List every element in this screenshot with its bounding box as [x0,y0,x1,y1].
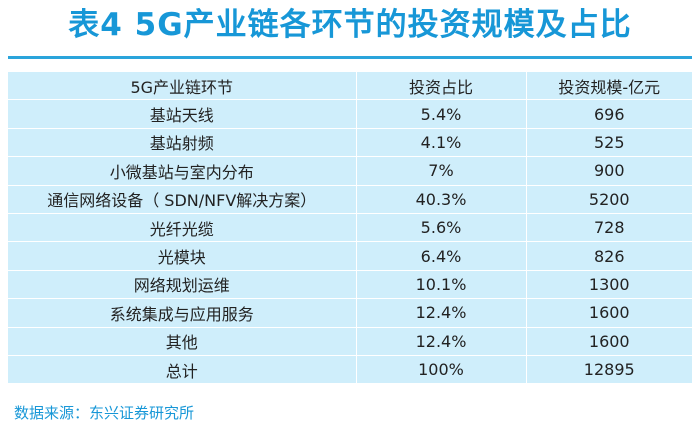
table-row: 光纤光缆 5.6% 728 [8,213,692,243]
cell-segment: 基站射频 [8,128,356,158]
table-row: 其他 12.4% 1600 [8,327,692,356]
table-row: 基站天线 5.4% 696 [8,99,692,129]
cell-segment: 基站天线 [8,99,356,129]
cell-share: 40.3% [355,185,526,214]
cell-scale: 900 [525,156,692,186]
cell-scale: 5200 [525,185,692,214]
cell-share: 5.6% [355,213,526,243]
data-source-note: 数据来源：东兴证券研究所 [14,404,195,422]
header-share: 投资占比 [355,72,526,101]
table-title: 表4 5G产业链各环节的投资规模及占比 [68,7,632,43]
cell-share: 4.1% [355,128,526,158]
table-row: 网络规划运维 10.1% 1300 [8,270,692,300]
table-row: 基站射频 4.1% 525 [8,128,692,158]
cell-segment: 光模块 [8,241,356,271]
cell-segment: 小微基站与室内分布 [8,156,356,186]
cell-segment: 通信网络设备（ SDN/NFV解决方案） [8,185,356,214]
header-segment: 5G产业链环节 [8,72,356,101]
cell-scale: 728 [525,213,692,243]
table-row: 系统集成与应用服务 12.4% 1600 [8,298,692,328]
cell-share: 12.4% [355,298,526,328]
table-header-row: 5G产业链环节 投资占比 投资规模-亿元 [8,72,692,101]
investment-table: 5G产业链环节 投资占比 投资规模-亿元 基站天线 5.4% 696 基站射频 … [8,72,692,385]
cell-share: 10.1% [355,270,526,300]
cell-segment: 系统集成与应用服务 [8,298,356,328]
cell-scale: 826 [525,241,692,271]
cell-scale: 525 [525,128,692,158]
cell-scale: 1600 [525,327,692,356]
table-total-row: 总计 100% 12895 [8,355,692,385]
cell-share: 5.4% [355,99,526,129]
cell-segment: 总计 [8,355,356,385]
cell-segment: 其他 [8,327,356,356]
cell-segment: 光纤光缆 [8,213,356,243]
cell-share: 12.4% [355,327,526,356]
investment-table-container: 5G产业链环节 投资占比 投资规模-亿元 基站天线 5.4% 696 基站射频 … [8,72,692,385]
table-row: 光模块 6.4% 826 [8,241,692,271]
cell-scale: 1300 [525,270,692,300]
table-row: 通信网络设备（ SDN/NFV解决方案） 40.3% 5200 [8,185,692,214]
cell-share: 7% [355,156,526,186]
cell-share: 100% [355,355,526,385]
cell-scale: 1600 [525,298,692,328]
cell-scale: 12895 [525,355,692,385]
table-row: 小微基站与室内分布 7% 900 [8,156,692,186]
title-divider [8,56,692,59]
cell-share: 6.4% [355,241,526,271]
cell-scale: 696 [525,99,692,129]
header-scale: 投资规模-亿元 [525,72,692,101]
cell-segment: 网络规划运维 [8,270,356,300]
